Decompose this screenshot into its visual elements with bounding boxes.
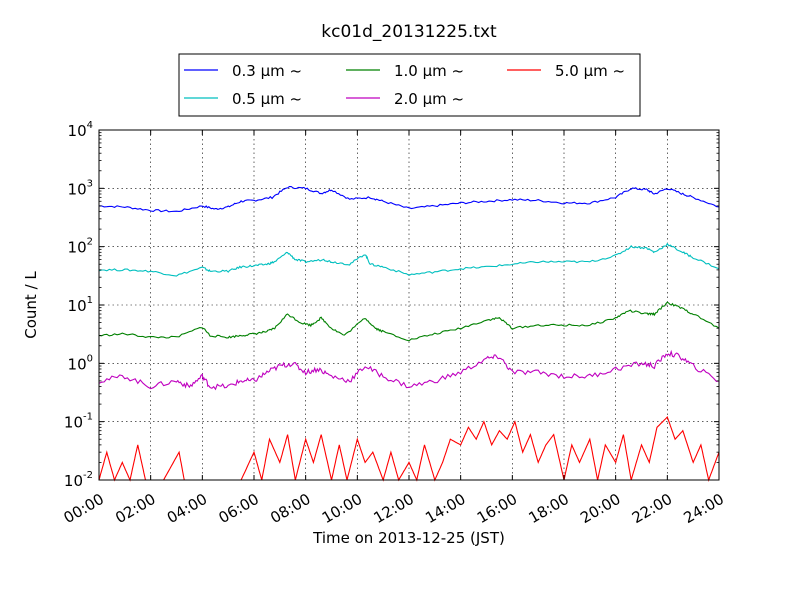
x-tick-label: 00:00 <box>61 490 107 527</box>
legend-label: 2.0 μm ~ <box>394 90 464 108</box>
series-line-0-5um <box>98 242 720 277</box>
x-tick-label: 04:00 <box>164 490 210 527</box>
legend-label: 0.5 μm ~ <box>232 90 302 108</box>
y-tick-label: 104 <box>68 120 93 140</box>
legend-box <box>178 53 641 117</box>
x-tick-label: 16:00 <box>474 490 520 527</box>
legend-label: 1.0 μm ~ <box>394 62 464 80</box>
series-line-1-0um <box>98 301 720 342</box>
legend-label: 5.0 μm ~ <box>555 62 625 80</box>
legend: 0.3 μm ~ 0.5 μm ~ 1.0 μm ~ 2.0 μm ~ 5.0 μm ~ <box>178 53 641 117</box>
y-tick-label: 103 <box>68 178 93 198</box>
y-tick-label: 101 <box>68 295 93 315</box>
y-tick-label: 10-2 <box>64 470 93 490</box>
x-tick-label: 02:00 <box>112 490 158 527</box>
x-tick-label: 14:00 <box>422 490 468 527</box>
x-tick-label: 22:00 <box>629 490 675 527</box>
y-tick-label: 10-1 <box>64 412 93 432</box>
y-tick-label: 100 <box>68 353 93 373</box>
y-tick-label: 102 <box>68 237 93 257</box>
grid-lines <box>99 130 719 480</box>
series-line-2-0um <box>98 349 720 391</box>
x-axis-label: Time on 2013-12-25 (JST) <box>312 529 505 547</box>
x-tick-label: 20:00 <box>577 490 623 527</box>
axis-ticks: 00:00 02:00 04:00 06:00 08:00 10:00 12:00 14:00… <box>61 120 727 527</box>
series-line-0-3um <box>99 185 720 213</box>
x-tick-label: 06:00 <box>216 490 262 527</box>
y-axis-label: Count / L <box>22 271 40 339</box>
chart-title: kc01d_20131225.txt <box>321 22 497 42</box>
series-line-5-0um <box>98 415 720 482</box>
x-tick-label: 12:00 <box>371 490 417 527</box>
x-tick-label: 24:00 <box>681 490 727 527</box>
x-tick-label: 08:00 <box>267 490 313 527</box>
x-tick-label: 10:00 <box>319 490 365 527</box>
legend-label: 0.3 μm ~ <box>232 62 302 80</box>
x-tick-label: 18:00 <box>526 490 572 527</box>
